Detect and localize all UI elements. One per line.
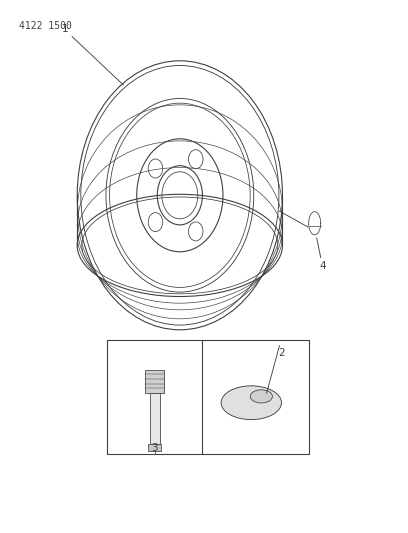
Bar: [150, 393, 160, 444]
Bar: [149, 444, 161, 450]
Polygon shape: [309, 212, 321, 235]
Ellipse shape: [221, 386, 282, 419]
Bar: [107, 341, 308, 454]
Text: 4: 4: [319, 261, 326, 271]
Ellipse shape: [250, 390, 273, 403]
Text: 2: 2: [278, 348, 285, 358]
Text: 4122 1500: 4122 1500: [19, 21, 72, 31]
Bar: [145, 370, 164, 393]
Text: 3: 3: [151, 443, 158, 453]
Text: 1: 1: [62, 24, 68, 34]
